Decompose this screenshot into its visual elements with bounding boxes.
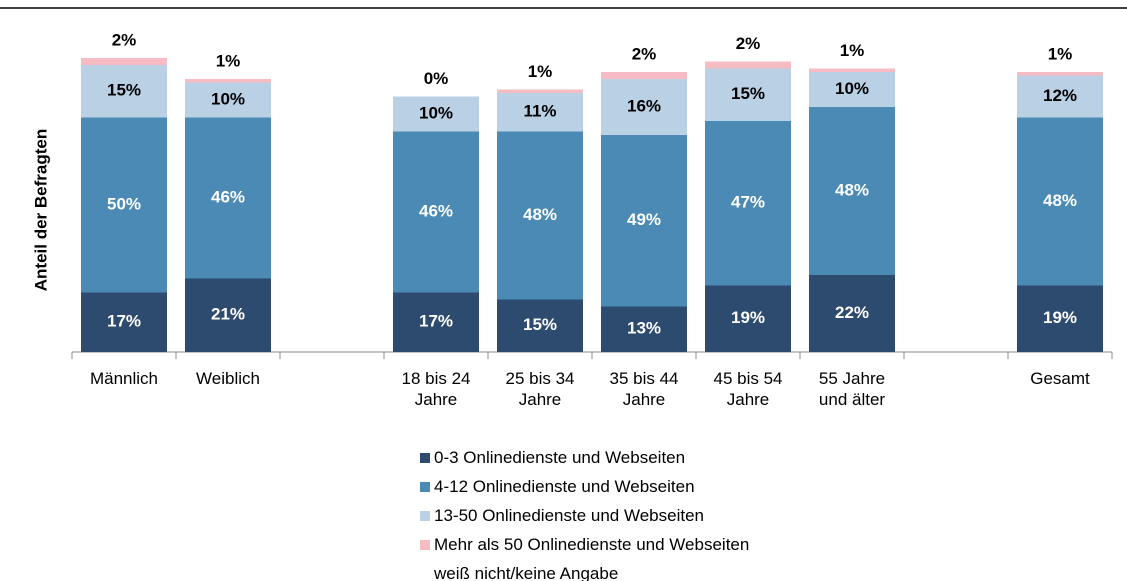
data-label: 12% xyxy=(1043,86,1077,105)
bar-segment xyxy=(809,107,895,275)
data-label: 21% xyxy=(211,305,245,324)
x-tick-label: Männlich xyxy=(89,369,159,388)
bar-segment xyxy=(1017,285,1103,352)
data-label: 46% xyxy=(211,187,245,206)
x-tick-label: Weiblich xyxy=(196,369,260,388)
data-label: 19% xyxy=(1043,308,1077,327)
data-label: 47% xyxy=(731,193,765,212)
bar-segment xyxy=(81,65,167,118)
data-label: 19% xyxy=(731,308,765,327)
bar-segment xyxy=(601,72,687,79)
data-label: 1% xyxy=(840,41,865,60)
bar-segment xyxy=(81,117,167,293)
legend-item: 13-50 Onlinedienste und Webseiten xyxy=(420,506,704,526)
data-label: 10% xyxy=(419,103,453,122)
x-tick-label: 18 bis 24 Jahre xyxy=(401,369,471,409)
x-tick-label: 45 bis 54 Jahre xyxy=(713,369,783,409)
data-label: 10% xyxy=(835,79,869,98)
bar-segment xyxy=(393,131,479,293)
data-label: 2% xyxy=(736,34,761,53)
legend-swatch xyxy=(420,569,430,579)
data-label: 2% xyxy=(632,44,657,63)
data-label: 1% xyxy=(216,51,241,70)
bar-segment xyxy=(185,278,271,352)
bar-segment xyxy=(705,285,791,352)
x-tick-label: 55 Jahre und älter xyxy=(818,369,886,409)
bar-segment xyxy=(705,68,791,121)
legend-label: weiß nicht/keine Angabe xyxy=(434,564,619,581)
data-label: 16% xyxy=(627,96,661,115)
data-label: 15% xyxy=(731,84,765,103)
data-label: 2% xyxy=(112,30,137,49)
data-label: 15% xyxy=(523,315,557,334)
data-label: 1% xyxy=(528,62,553,81)
bar-segment xyxy=(185,82,271,118)
data-label: 50% xyxy=(107,194,141,213)
legend-label: 13-50 Onlinedienste und Webseiten xyxy=(434,506,704,525)
bar-segment xyxy=(497,131,583,300)
bar-segment xyxy=(809,68,895,72)
bar-segment xyxy=(601,79,687,135)
data-label: 15% xyxy=(107,81,141,100)
bar-segment xyxy=(393,96,479,132)
bar-segment xyxy=(497,89,583,93)
bar-segment xyxy=(1017,117,1103,286)
bar-segment xyxy=(705,121,791,286)
bar-segment xyxy=(497,299,583,352)
data-label: 0% xyxy=(424,69,449,88)
data-label: 48% xyxy=(1043,191,1077,210)
bar-segment xyxy=(809,275,895,352)
legend-item: Mehr als 50 Onlinedienste und Webseiten xyxy=(420,535,749,555)
bar-segment xyxy=(601,306,687,352)
bar-segment xyxy=(393,292,479,352)
data-label: 17% xyxy=(107,312,141,331)
data-label: 1% xyxy=(1048,44,1073,63)
x-tick-label: Gesamt xyxy=(1030,369,1090,388)
bar-segment xyxy=(705,61,791,69)
data-label: 22% xyxy=(835,303,869,322)
data-label: 48% xyxy=(523,205,557,224)
legend-swatch xyxy=(420,540,430,550)
data-label: 17% xyxy=(419,312,453,331)
bar-segment xyxy=(81,292,167,352)
legend-item: 4-12 Onlinedienste und Webseiten xyxy=(420,477,695,497)
bar-segment xyxy=(1017,75,1103,118)
bar-segment xyxy=(809,72,895,107)
data-label: 10% xyxy=(211,89,245,108)
legend-swatch xyxy=(420,511,430,521)
x-tick-label: 35 bis 44 Jahre xyxy=(609,369,679,409)
bar-segment xyxy=(185,79,271,83)
x-tick-label: 25 bis 34 Jahre xyxy=(505,369,575,409)
legend-label: 0-3 Onlinedienste und Webseiten xyxy=(434,448,686,467)
data-label: 46% xyxy=(419,201,453,220)
legend-item: 0-3 Onlinedienste und Webseiten xyxy=(420,448,685,468)
data-label: 49% xyxy=(627,210,661,229)
bar-segment xyxy=(601,135,687,307)
bar-segment xyxy=(81,58,167,65)
legend-label: 4-12 Onlinedienste und Webseiten xyxy=(434,477,695,496)
data-label: 48% xyxy=(835,180,869,199)
data-label: 13% xyxy=(627,319,661,338)
bar-segment xyxy=(1017,72,1103,76)
legend-label: Mehr als 50 Onlinedienste und Webseiten xyxy=(434,535,750,554)
bar-segment xyxy=(185,117,271,279)
legend-item: weiß nicht/keine Angabe xyxy=(420,564,618,581)
data-label: 11% xyxy=(523,102,556,121)
bar-segment xyxy=(497,93,583,132)
y-axis-label: Anteil der Befragten xyxy=(31,129,50,291)
legend-swatch xyxy=(420,482,430,492)
legend-swatch xyxy=(420,453,430,463)
